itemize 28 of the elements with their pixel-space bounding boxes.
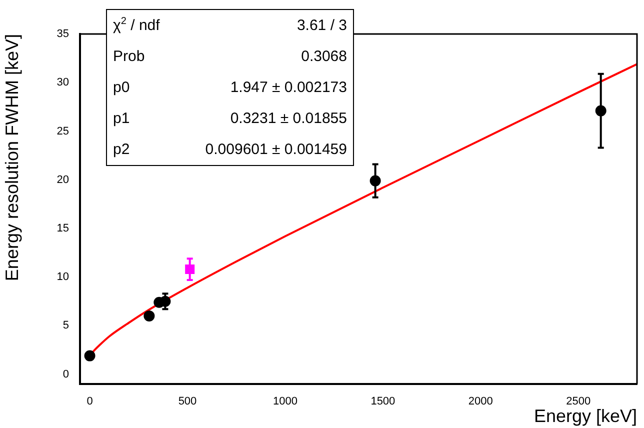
y-tick-label: 35: [56, 28, 69, 40]
point: [144, 310, 155, 322]
annotation: Prob: [113, 47, 146, 67]
annotation: 1.947 ± 0.002173: [229, 78, 347, 98]
x-tick-label: 2500: [566, 396, 591, 408]
annotation: 0.3231 ± 0.01855: [229, 109, 347, 129]
annotation: χ$^{2}$ / ndf: [113, 15, 161, 36]
annotation: 3.61 / 3: [296, 16, 347, 36]
y-tick-label: 25: [56, 125, 69, 138]
point: [84, 350, 96, 362]
annotation: 0.3068: [300, 47, 347, 67]
x-tick-label: 1500: [370, 396, 396, 408]
x-tick-label: 0: [86, 396, 93, 408]
annotation: p1: [113, 109, 131, 129]
annotation: p2: [113, 140, 131, 160]
y-tick-label: 20: [56, 174, 69, 186]
y-tick-label: 10: [56, 271, 69, 284]
annotation: 0.009601 ± 0.001459: [204, 140, 347, 160]
annotation: p0: [113, 78, 131, 98]
y-axis-title: Energy resolution FWHM [keV]: [2, 34, 22, 282]
y-tick-label: 15: [56, 222, 69, 234]
x-tick-label: 500: [178, 396, 197, 408]
x-tick-label: 2000: [468, 396, 493, 408]
x-axis-title: Energy [keV]: [534, 406, 637, 426]
y-tick-label: 0: [62, 368, 69, 380]
y-tick-label: 5: [62, 320, 69, 332]
x-tick-label: 1000: [272, 396, 298, 408]
y-tick-label: 30: [56, 76, 69, 89]
